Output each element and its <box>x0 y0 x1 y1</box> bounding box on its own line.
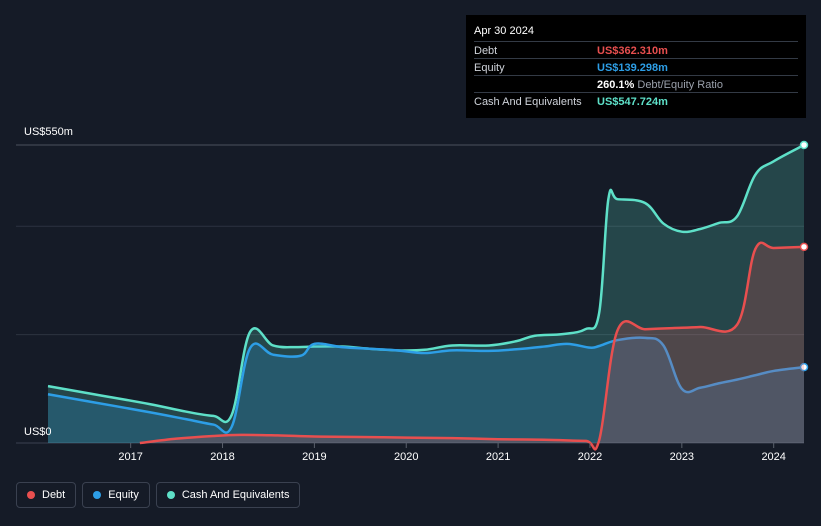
debt-area <box>139 242 804 450</box>
debt-endpoint <box>799 242 809 252</box>
legend: Debt Equity Cash And Equivalents <box>16 482 301 508</box>
equity-line <box>47 336 805 434</box>
equity-area <box>48 337 804 443</box>
tooltip: Apr 30 2024 Debt US$362.310m Equity US$1… <box>466 15 806 118</box>
x-tick-label: 2019 <box>302 451 326 463</box>
legend-dot-equity <box>93 491 102 499</box>
tooltip-row-cash: Cash And Equivalents US$547.724m <box>474 92 798 110</box>
legend-item-equity[interactable]: Equity <box>82 482 150 508</box>
cash-and-equivalents-endpoint <box>799 140 809 150</box>
tooltip-label-equity: Equity <box>474 62 505 74</box>
tooltip-label-debt: Debt <box>474 45 498 57</box>
cash-and-equivalents-line <box>47 143 805 424</box>
x-tick-label: 2023 <box>670 451 694 463</box>
ratio-value: 260.1% <box>597 79 635 91</box>
legend-dot-debt <box>27 491 35 499</box>
y-axis-top-label: US$550m <box>24 126 73 138</box>
tooltip-row-equity: Equity US$139.298m <box>474 58 798 76</box>
ratio-suffix: Debt/Equity Ratio <box>637 79 723 91</box>
x-tick-label: 2020 <box>394 451 418 463</box>
x-tick-label: 2022 <box>578 451 602 463</box>
cash-and-equivalents-area <box>48 145 804 443</box>
legend-item-debt[interactable]: Debt <box>16 482 77 508</box>
x-tick-label: 2018 <box>210 451 234 463</box>
y-axis-bottom-label: US$0 <box>24 426 52 438</box>
tooltip-row-debt: Debt US$362.310m <box>474 41 798 59</box>
tooltip-label-cash: Cash And Equivalents <box>474 96 582 108</box>
legend-item-cash[interactable]: Cash And Equivalents <box>155 482 301 508</box>
debt-line <box>139 241 805 451</box>
tooltip-value-equity: US$139.298m <box>597 62 668 74</box>
tooltip-value-debt: US$362.310m <box>597 45 668 57</box>
legend-label-equity: Equity <box>108 489 139 501</box>
x-tick-label: 2021 <box>486 451 510 463</box>
tooltip-row-ratio: 260.1% Debt/Equity Ratio <box>474 75 798 93</box>
x-tick-label: 2017 <box>118 451 142 463</box>
tooltip-value-ratio: 260.1% Debt/Equity Ratio <box>597 79 723 91</box>
x-tick-label: 2024 <box>761 451 785 463</box>
legend-label-debt: Debt <box>42 489 66 501</box>
tooltip-value-cash: US$547.724m <box>597 96 668 108</box>
equity-endpoint <box>799 362 809 372</box>
tooltip-date: Apr 30 2024 <box>474 25 534 37</box>
legend-dot-cash <box>166 491 175 499</box>
legend-label-cash: Cash And Equivalents <box>181 489 290 501</box>
